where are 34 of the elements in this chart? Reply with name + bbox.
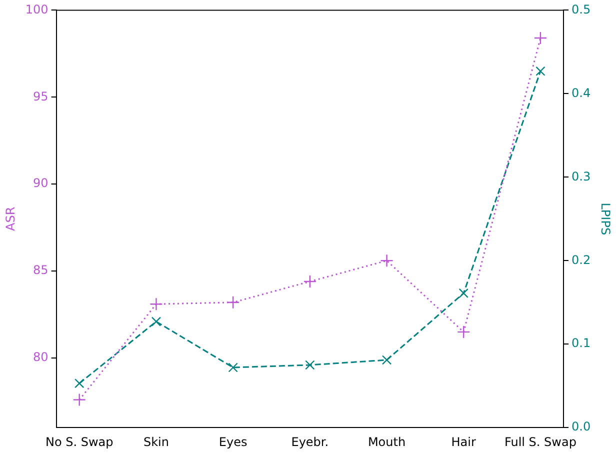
point [303,274,317,288]
point [458,288,468,298]
y2-tick-label: 0.2 [572,252,591,267]
point [380,254,394,268]
y-tick-label: 85 [33,263,48,278]
x-tick-label: Skin [143,434,169,449]
y2-tick-label: 0.5 [572,2,591,16]
x-tick-label: Eyes [218,434,248,449]
y-tick-label: 100 [25,2,48,16]
y2-tick-label: 0.0 [572,420,591,434]
point [72,393,86,406]
y-axis-title: ASR [3,206,18,231]
y-tick-label: 90 [33,176,48,190]
y-tick-label: 80 [33,350,48,364]
point [150,298,163,311]
x-tick-label: Hair [451,434,476,449]
point [536,66,546,76]
point [226,296,240,309]
x-tick-label: Mouth [368,434,406,449]
x-tick-label: Eyebr. [291,434,329,449]
point [305,360,315,370]
point [382,355,392,365]
x-tick-label: No S. Swap [45,434,114,449]
point [74,378,84,388]
y2-tick-label: 0.1 [572,336,591,350]
point [457,325,470,339]
y2-tick-label: 0.4 [572,86,591,100]
point [534,31,548,45]
y2-axis-title: LPIPS [598,202,613,236]
point [151,316,162,326]
point [228,362,238,372]
x-tick-label: Full S. Swap [504,434,576,449]
y-tick-label: 95 [33,89,48,104]
y2-tick-label: 0.3 [572,169,591,184]
